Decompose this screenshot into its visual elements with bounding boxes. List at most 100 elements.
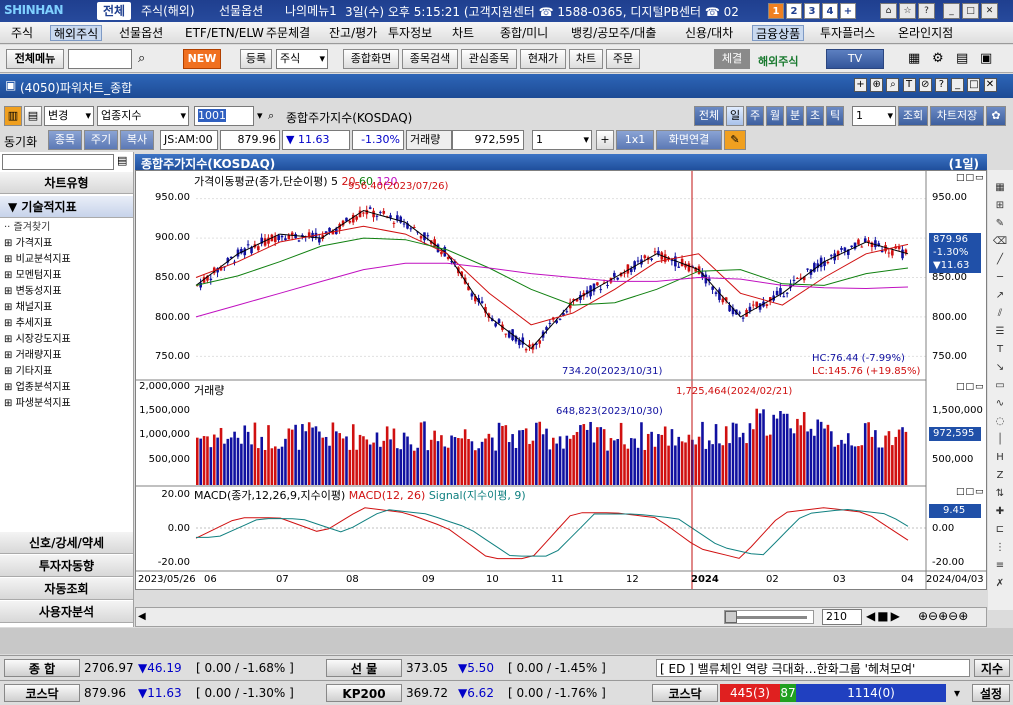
menu-online-branch[interactable]: 온라인지점 (898, 26, 954, 40)
period-all-button[interactable]: 전체 (694, 106, 724, 126)
menu-invest-info[interactable]: 투자정보 (388, 26, 433, 40)
menu-balance[interactable]: 잔고/평가 (329, 26, 378, 40)
wave-tool-icon[interactable]: ∿ (995, 398, 1005, 409)
signal-button[interactable]: 신호/강세/약세 (0, 532, 133, 554)
maximize-icon[interactable]: □ (967, 78, 981, 92)
rect-tool-icon[interactable]: ▭ (995, 380, 1005, 391)
tree-item[interactable]: ⊞ 모멘텀지표 (4, 270, 62, 281)
tv-button[interactable]: TV (826, 49, 884, 69)
help-icon[interactable]: ? (934, 78, 948, 92)
maximize-icon[interactable]: □ (962, 3, 979, 19)
tree-item[interactable]: ⊞ 채널지표 (4, 302, 53, 313)
period-minute-button[interactable]: 분 (786, 106, 804, 126)
code-input[interactable]: 1001 (194, 106, 254, 126)
link-icon[interactable]: ⊘ (918, 78, 932, 92)
screen-add-button[interactable]: + (840, 3, 856, 19)
period-count-select[interactable]: 1 ▾ (852, 106, 896, 126)
measure-tool-icon[interactable]: ⊏ (995, 524, 1005, 535)
search-icon[interactable]: ⌕ (886, 78, 900, 92)
add-button[interactable]: + (596, 130, 614, 150)
indicator-search-input[interactable] (2, 154, 114, 170)
watchlist-button[interactable]: 관심종목 (461, 49, 517, 69)
screen-4-button[interactable]: 4 (822, 3, 838, 19)
tree-item[interactable]: ⊞ 파생분석지표 (4, 398, 71, 409)
help-icon[interactable]: ? (918, 3, 935, 19)
period-week-button[interactable]: 주 (746, 106, 764, 126)
stock-type-select[interactable]: 주식 ▾ (276, 49, 328, 69)
layout-toggle-icon[interactable]: ▥ (4, 106, 22, 126)
retrace-tool-icon[interactable]: ⋮ (995, 542, 1005, 553)
query-button[interactable]: 조회 (898, 106, 928, 126)
screen-2-button[interactable]: 2 (786, 3, 802, 19)
search-icon[interactable]: ⌕ (138, 51, 146, 66)
delete-tool-icon[interactable]: ✗ (995, 578, 1005, 589)
tree-item[interactable]: ⊞ 비교분석지표 (4, 254, 71, 265)
chart-type-button[interactable]: 차트유형 (0, 172, 133, 194)
chart-button[interactable]: 차트 (569, 49, 603, 69)
menu-etf[interactable]: ETF/ETN/ELW (185, 26, 264, 40)
execution-button[interactable]: 체결 (714, 49, 750, 69)
hline-tool-icon[interactable]: ─ (996, 272, 1004, 283)
tree-item[interactable]: ⊞ 거래량지표 (4, 350, 62, 361)
period-tick-button[interactable]: 틱 (826, 106, 844, 126)
kosdaq-breadth-label[interactable]: 코스닥 (652, 684, 718, 702)
close-icon[interactable]: ✕ (983, 78, 997, 92)
pane-controls[interactable]: □□▭ (956, 487, 985, 497)
tab-overseas-stock[interactable]: 주식(해외) (141, 4, 195, 18)
news-ticker[interactable]: [ ED ] 밸류체인 역량 극대화…한화그룹 '헤쳐모여' (656, 659, 970, 677)
stock-search-button[interactable]: 종목검색 (402, 49, 458, 69)
layout-icon[interactable]: ▣ (980, 51, 993, 66)
order-button[interactable]: 주문 (606, 49, 640, 69)
close-icon[interactable]: ✕ (981, 3, 998, 19)
settings-icon[interactable]: ✿ (986, 106, 1006, 126)
tab-futures-options[interactable]: 선물옵션 (219, 4, 264, 18)
pen-icon[interactable]: ✎ (724, 130, 746, 150)
menu-banking[interactable]: 뱅킹/공모주/대출 (571, 26, 657, 40)
minimize-icon[interactable]: _ (951, 78, 965, 92)
calculator-icon[interactable]: ▦ (908, 51, 921, 66)
user-analysis-button[interactable]: 사용자분석 (0, 601, 133, 623)
zz-tool-icon[interactable]: Z (996, 470, 1004, 481)
investor-trend-button[interactable]: 투자자동향 (0, 555, 133, 577)
menu-mini[interactable]: 종합/미니 (500, 26, 549, 40)
overseas-stock-link[interactable]: 해외주식 (758, 55, 799, 68)
index-type-select[interactable]: 업종지수 ▾ (97, 106, 189, 126)
favorites-item[interactable]: ·· 즐겨찾기 (4, 222, 51, 233)
display-count-input[interactable]: 210 (822, 609, 862, 625)
sync-period-tab[interactable]: 주기 (84, 130, 118, 150)
fib-tool-icon[interactable]: ☰ (995, 326, 1005, 337)
eraser-icon[interactable]: ⌫ (992, 236, 1008, 247)
tree-item[interactable]: ⊞ 가격지표 (4, 238, 53, 249)
menu-order[interactable]: 주문체결 (266, 26, 311, 40)
period-second-button[interactable]: 초 (806, 106, 824, 126)
playback-controls[interactable]: ◀■▶ (866, 609, 902, 623)
grid-icon[interactable]: ▦ (995, 182, 1005, 193)
vline-tool-icon[interactable]: │ (996, 434, 1004, 445)
sync-stock-tab[interactable]: 종목 (48, 130, 82, 150)
zoom-slider[interactable] (724, 610, 814, 624)
screen-3-button[interactable]: 3 (804, 3, 820, 19)
menu-search-input[interactable] (68, 49, 132, 69)
register-button[interactable]: 등록 (240, 49, 272, 69)
text-tool-icon[interactable]: T (996, 344, 1004, 355)
tree-item[interactable]: ⊞ 기타지표 (4, 366, 53, 377)
cycle-tool-icon[interactable]: ◌ (995, 416, 1005, 427)
gear-icon[interactable]: ⚙ (932, 51, 944, 66)
add-icon[interactable]: + (854, 78, 867, 92)
ratio-button[interactable]: 1x1 (616, 130, 654, 150)
split-icon[interactable]: ▤ (24, 106, 42, 126)
auto-query-button[interactable]: 자동조회 (0, 578, 133, 600)
menu-chart[interactable]: 차트 (452, 26, 475, 40)
arrow-tool-icon[interactable]: ↘ (995, 362, 1005, 373)
crosshair-icon[interactable]: ⊞ (995, 200, 1005, 211)
overview-button[interactable]: 종합화면 (343, 49, 399, 69)
lock-icon[interactable]: ▤ (956, 51, 969, 66)
tab-all[interactable]: 전체 (97, 2, 132, 20)
list-icon[interactable]: ▤ (117, 154, 128, 167)
menu-futures[interactable]: 선물옵션 (119, 26, 164, 40)
composite-label[interactable]: 종 합 (4, 659, 80, 677)
pane-controls[interactable]: □□▭ (956, 382, 985, 392)
line-tool-icon[interactable]: ╱ (996, 254, 1004, 265)
period-month-button[interactable]: 월 (766, 106, 784, 126)
tab-my-menu[interactable]: 나의메뉴1 (285, 4, 337, 18)
